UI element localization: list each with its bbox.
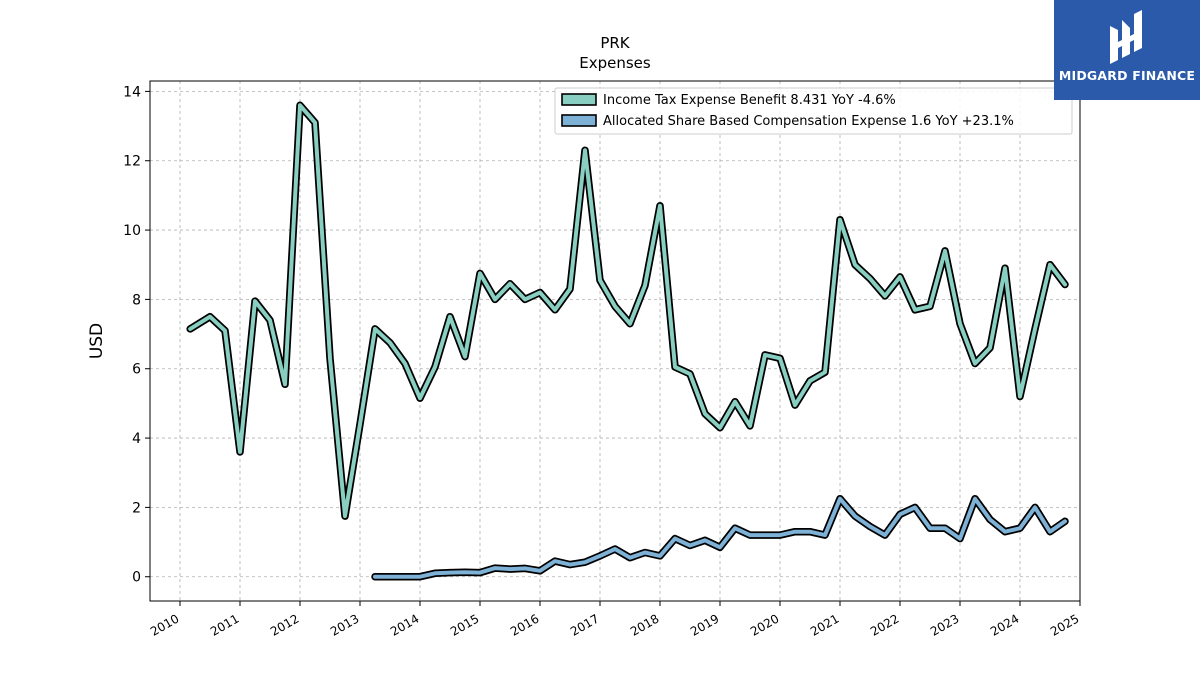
series-layer — [186, 101, 1069, 581]
brand-logo: MIDGARD FINANCE — [1054, 0, 1200, 100]
series-share-based-compensation — [371, 494, 1069, 581]
legend-entry-share-comp: Allocated Share Based Compensation Expen… — [561, 114, 1014, 129]
series-line — [373, 496, 1067, 579]
plot-frame — [149, 80, 1081, 602]
x-tick-label: 2023 — [928, 611, 961, 638]
y-tick-label: 14 — [123, 84, 141, 100]
x-tick-label: 2012 — [268, 611, 301, 638]
legend: Income Tax Expense Benefit 8.431 YoY -4.… — [554, 87, 1073, 135]
x-tick-label: 2024 — [988, 611, 1021, 638]
x-tick-label: 2014 — [388, 611, 421, 638]
legend-label-share-comp: Allocated Share Based Compensation Expen… — [603, 114, 1014, 129]
y-axis: 0 2 4 6 8 10 12 14 — [123, 84, 150, 586]
y-tick-label: 8 — [132, 292, 141, 308]
grid — [150, 81, 1081, 601]
brand-name: MIDGARD FINANCE — [1058, 68, 1196, 83]
x-tick-label: 2015 — [448, 611, 481, 638]
y-tick-label: 4 — [132, 431, 141, 447]
y-tick-label: 10 — [123, 223, 141, 239]
legend-label-income-tax: Income Tax Expense Benefit 8.431 YoY -4.… — [603, 93, 896, 108]
x-axis: 2010 2011 2012 2013 2014 2015 2016 2017 2018 2019… — [148, 601, 1082, 639]
x-tick-label: 2022 — [868, 611, 901, 638]
x-tick-label: 2019 — [688, 611, 721, 638]
x-tick-label: 2021 — [808, 611, 841, 638]
series-outline — [186, 101, 1069, 520]
legend-swatch-share-comp — [561, 114, 597, 127]
x-tick-label: 2020 — [748, 611, 781, 638]
x-tick-label: 2025 — [1048, 611, 1081, 638]
x-tick-label: 2013 — [328, 611, 361, 638]
x-tick-label: 2011 — [208, 611, 241, 638]
series-line — [188, 103, 1067, 519]
series-income-tax-expense — [186, 101, 1069, 520]
y-tick-label: 0 — [132, 570, 141, 586]
midgard-logo-icon — [1110, 10, 1142, 64]
legend-box — [554, 87, 1073, 135]
x-tick-label: 2018 — [628, 611, 661, 638]
x-tick-label: 2017 — [568, 611, 601, 638]
x-tick-label: 2010 — [148, 611, 181, 638]
y-tick-label: 6 — [132, 362, 141, 378]
legend-swatch-income-tax — [561, 93, 597, 106]
y-tick-label: 12 — [123, 154, 141, 170]
y-axis-label: USD — [87, 323, 107, 359]
y-tick-label: 2 — [132, 500, 141, 516]
chart-subtitle: Expenses — [579, 54, 651, 72]
x-tick-label: 2016 — [508, 611, 541, 638]
chart-title: PRK — [600, 34, 630, 52]
legend-entry-income-tax: Income Tax Expense Benefit 8.431 YoY -4.… — [561, 93, 896, 108]
